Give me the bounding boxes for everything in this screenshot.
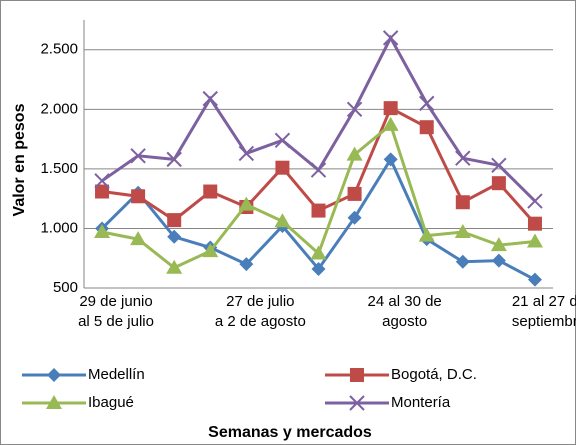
point <box>311 203 326 218</box>
y-tick-label: 2.500 <box>40 41 78 58</box>
point <box>239 257 254 272</box>
point <box>418 227 435 242</box>
legend-marker <box>349 395 365 411</box>
point <box>527 193 543 209</box>
point <box>382 30 399 46</box>
point <box>382 116 399 131</box>
point <box>94 224 111 239</box>
y-tick-label: 1.000 <box>40 219 78 236</box>
point <box>238 145 255 162</box>
point <box>491 176 506 191</box>
point <box>346 146 363 161</box>
point <box>202 90 218 107</box>
point <box>347 210 362 225</box>
point <box>131 189 146 204</box>
point <box>526 233 543 248</box>
point <box>310 162 327 178</box>
legend-label: Ibagué <box>88 394 134 411</box>
point <box>419 120 434 135</box>
point <box>491 157 507 174</box>
point <box>166 151 182 168</box>
legend-marker <box>46 395 62 409</box>
point <box>455 254 470 269</box>
y-tick-label: 2.000 <box>40 100 78 117</box>
point <box>346 101 363 118</box>
legend-label: Bogotá, D.C. <box>391 366 477 383</box>
x-tick-label: 29 de junio al 5 de julio <box>78 293 154 330</box>
point <box>166 259 183 274</box>
point <box>383 101 398 116</box>
point <box>455 195 470 210</box>
y-tick-label: 500 <box>53 279 78 296</box>
point <box>491 253 506 268</box>
point <box>455 150 471 166</box>
x-tick-label: 21 al 27 deseptiembre <box>512 293 576 330</box>
point <box>130 148 146 164</box>
point <box>94 173 110 189</box>
point <box>202 243 219 258</box>
point <box>238 196 255 211</box>
point <box>383 152 398 167</box>
x-tick-label: 27 de julio a 2 de agosto <box>215 293 306 330</box>
point <box>490 237 507 252</box>
point <box>527 216 542 231</box>
point <box>274 213 291 228</box>
point <box>274 132 291 149</box>
point <box>167 213 182 228</box>
point <box>167 229 182 244</box>
legend-label: Montería <box>391 394 451 411</box>
y-tick-label: 1.500 <box>40 160 78 177</box>
point <box>454 224 471 239</box>
point <box>275 160 290 175</box>
legend-marker <box>350 368 364 382</box>
y-axis-title: Valor en pesos <box>11 103 28 216</box>
point <box>527 272 542 287</box>
point <box>310 245 327 260</box>
point <box>130 231 147 246</box>
legend-label: Medellín <box>88 366 145 383</box>
point <box>311 261 326 276</box>
point <box>347 186 362 201</box>
x-axis-title: Semanas y mercados <box>208 424 372 441</box>
legend-marker <box>47 368 61 382</box>
point <box>95 184 110 199</box>
point <box>419 95 435 112</box>
x-tick-label: 24 al 30 de agosto <box>368 293 442 330</box>
point <box>203 184 218 199</box>
